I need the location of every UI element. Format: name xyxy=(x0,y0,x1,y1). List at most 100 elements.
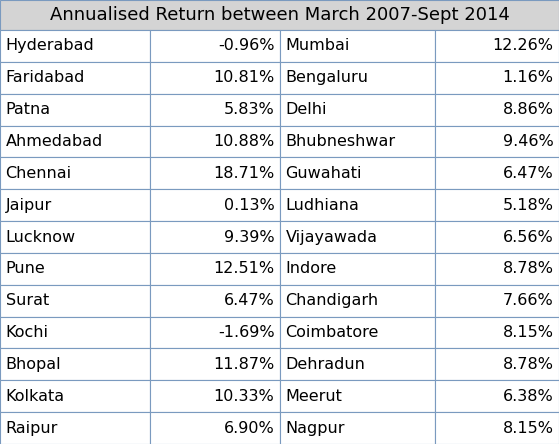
Bar xyxy=(0,0,559,30)
Bar xyxy=(280,412,435,444)
Text: 7.66%: 7.66% xyxy=(503,293,553,308)
Bar xyxy=(435,317,559,349)
Text: Chennai: Chennai xyxy=(6,166,72,181)
Text: 6.90%: 6.90% xyxy=(224,420,274,436)
Text: Jaipur: Jaipur xyxy=(6,198,52,213)
Text: 11.87%: 11.87% xyxy=(213,357,274,372)
Bar xyxy=(150,317,280,349)
Bar xyxy=(150,285,280,317)
Bar xyxy=(280,94,435,126)
Text: -1.69%: -1.69% xyxy=(218,325,274,340)
Bar xyxy=(280,285,435,317)
Text: Annualised Return between March 2007-Sept 2014: Annualised Return between March 2007-Sep… xyxy=(50,6,509,24)
Bar xyxy=(0,221,150,253)
Text: Kochi: Kochi xyxy=(6,325,49,340)
Text: Ludhiana: Ludhiana xyxy=(286,198,359,213)
Text: 9.39%: 9.39% xyxy=(224,230,274,245)
Bar xyxy=(0,253,150,285)
Text: Dehradun: Dehradun xyxy=(286,357,366,372)
Bar xyxy=(435,221,559,253)
Bar xyxy=(150,126,280,157)
Text: Meerut: Meerut xyxy=(286,389,343,404)
Bar xyxy=(280,157,435,189)
Text: Indore: Indore xyxy=(286,262,337,276)
Text: 10.88%: 10.88% xyxy=(213,134,274,149)
Text: 8.78%: 8.78% xyxy=(503,357,553,372)
Text: Chandigarh: Chandigarh xyxy=(286,293,378,308)
Text: 12.51%: 12.51% xyxy=(214,262,274,276)
Text: 1.16%: 1.16% xyxy=(503,70,553,85)
Text: Nagpur: Nagpur xyxy=(286,420,345,436)
Text: 6.38%: 6.38% xyxy=(503,389,553,404)
Text: 9.46%: 9.46% xyxy=(503,134,553,149)
Text: Bhopal: Bhopal xyxy=(6,357,61,372)
Bar xyxy=(280,221,435,253)
Bar xyxy=(150,94,280,126)
Text: Pune: Pune xyxy=(6,262,45,276)
Bar xyxy=(435,381,559,412)
Text: 10.33%: 10.33% xyxy=(214,389,274,404)
Bar xyxy=(280,381,435,412)
Bar xyxy=(435,157,559,189)
Bar xyxy=(0,381,150,412)
Text: Bengaluru: Bengaluru xyxy=(286,70,368,85)
Bar xyxy=(0,94,150,126)
Bar xyxy=(0,30,150,62)
Bar xyxy=(280,349,435,381)
Text: 5.83%: 5.83% xyxy=(224,102,274,117)
Text: 8.15%: 8.15% xyxy=(503,420,553,436)
Bar xyxy=(0,285,150,317)
Text: 8.86%: 8.86% xyxy=(503,102,553,117)
Text: Mumbai: Mumbai xyxy=(286,39,350,53)
Text: 12.26%: 12.26% xyxy=(492,39,553,53)
Text: Coimbatore: Coimbatore xyxy=(286,325,379,340)
Bar xyxy=(435,349,559,381)
Text: -0.96%: -0.96% xyxy=(218,39,274,53)
Bar xyxy=(280,317,435,349)
Text: 10.81%: 10.81% xyxy=(213,70,274,85)
Bar xyxy=(150,349,280,381)
Bar xyxy=(0,412,150,444)
Text: Hyderabad: Hyderabad xyxy=(6,39,94,53)
Text: Vijayawada: Vijayawada xyxy=(286,230,377,245)
Text: 18.71%: 18.71% xyxy=(213,166,274,181)
Bar xyxy=(0,62,150,94)
Bar xyxy=(0,317,150,349)
Text: 6.47%: 6.47% xyxy=(503,166,553,181)
Text: Surat: Surat xyxy=(6,293,49,308)
Bar xyxy=(150,30,280,62)
Bar xyxy=(435,189,559,221)
Bar xyxy=(280,62,435,94)
Bar xyxy=(0,349,150,381)
Text: Faridabad: Faridabad xyxy=(6,70,85,85)
Text: Kolkata: Kolkata xyxy=(6,389,65,404)
Text: 5.18%: 5.18% xyxy=(503,198,553,213)
Bar xyxy=(280,189,435,221)
Text: 8.78%: 8.78% xyxy=(503,262,553,276)
Bar xyxy=(0,189,150,221)
Bar xyxy=(435,412,559,444)
Bar xyxy=(150,157,280,189)
Bar xyxy=(150,62,280,94)
Bar xyxy=(280,253,435,285)
Bar xyxy=(150,412,280,444)
Bar xyxy=(435,126,559,157)
Text: Bhubneshwar: Bhubneshwar xyxy=(286,134,396,149)
Text: Patna: Patna xyxy=(6,102,51,117)
Text: 6.47%: 6.47% xyxy=(224,293,274,308)
Text: Lucknow: Lucknow xyxy=(6,230,75,245)
Bar xyxy=(150,381,280,412)
Bar xyxy=(0,126,150,157)
Bar xyxy=(435,253,559,285)
Text: 0.13%: 0.13% xyxy=(224,198,274,213)
Bar xyxy=(150,189,280,221)
Bar xyxy=(0,157,150,189)
Text: Raipur: Raipur xyxy=(6,420,58,436)
Text: Guwahati: Guwahati xyxy=(286,166,362,181)
Bar xyxy=(280,30,435,62)
Bar xyxy=(150,253,280,285)
Bar xyxy=(435,30,559,62)
Bar xyxy=(435,285,559,317)
Bar xyxy=(435,62,559,94)
Text: 6.56%: 6.56% xyxy=(503,230,553,245)
